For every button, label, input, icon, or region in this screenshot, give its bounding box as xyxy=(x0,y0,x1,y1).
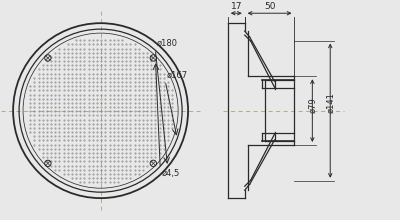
Text: ø141: ø141 xyxy=(327,92,336,113)
Text: ø167: ø167 xyxy=(166,71,187,80)
Text: 50: 50 xyxy=(264,2,275,11)
Text: ø79: ø79 xyxy=(309,97,318,113)
Text: ø180: ø180 xyxy=(156,39,177,48)
Text: 17: 17 xyxy=(230,2,242,11)
Text: ø4,5: ø4,5 xyxy=(161,169,180,178)
